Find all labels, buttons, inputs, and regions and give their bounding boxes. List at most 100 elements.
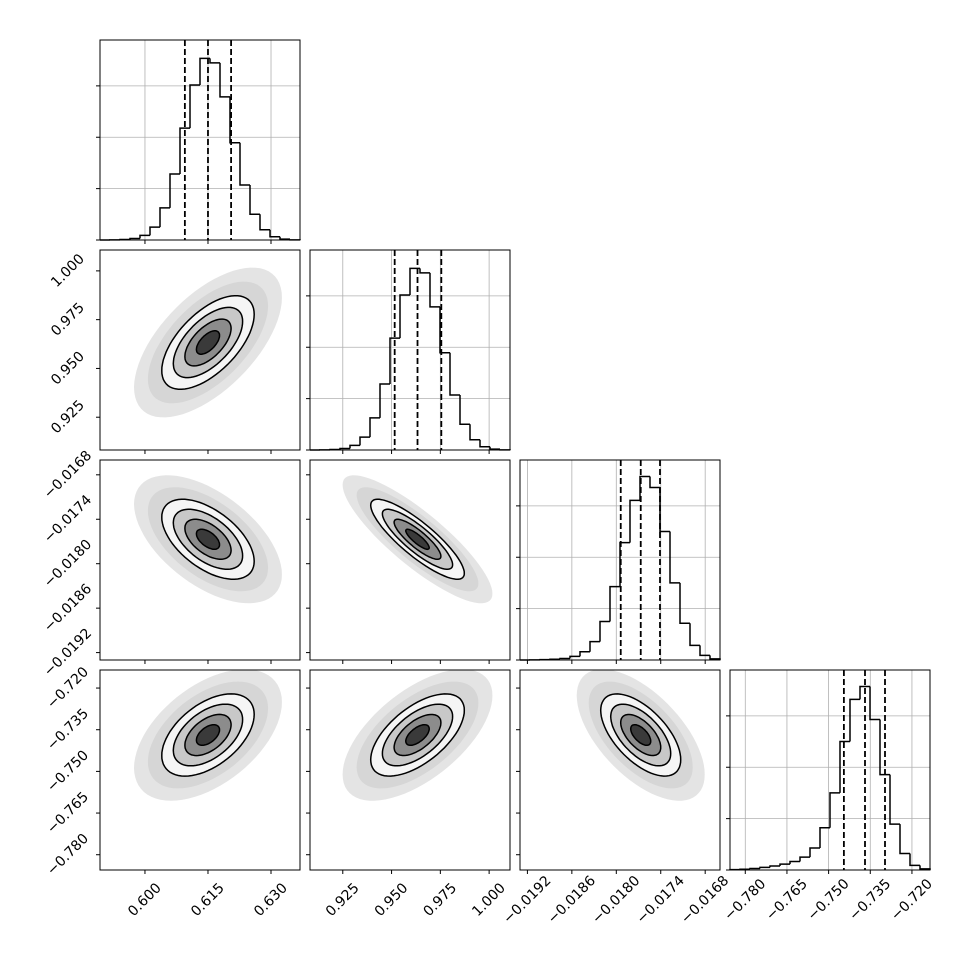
histogram-step [189, 84, 200, 129]
x-tick-label: −0.735 [846, 876, 894, 924]
x-tick-label: −0.750 [805, 876, 853, 924]
histogram-step [279, 236, 290, 240]
panel-frame [99, 249, 301, 451]
x-tick-label: 0.615 [188, 880, 228, 920]
x-tick-label: −0.0186 [545, 873, 599, 927]
histogram-step [169, 173, 180, 208]
histogram-step [919, 865, 931, 870]
histogram-step [759, 866, 770, 869]
density-panel [134, 267, 282, 418]
contour [195, 723, 221, 747]
histogram-step [459, 394, 470, 426]
histogram-step [879, 719, 890, 776]
histogram-step [209, 58, 220, 64]
histogram-panel [726, 669, 931, 874]
histogram-step [469, 424, 480, 441]
histogram-step [229, 96, 240, 144]
contour [405, 528, 430, 551]
y-tick-label: 0.950 [48, 349, 88, 389]
x-tick-label: 0.630 [251, 880, 291, 920]
y-tick-label: 1.000 [48, 251, 88, 291]
histogram-step [699, 645, 710, 657]
histogram-step [609, 585, 620, 622]
histogram-step [909, 853, 920, 867]
histogram-step [399, 294, 410, 339]
histogram-step [589, 640, 600, 652]
histogram-step [159, 207, 170, 228]
contour [629, 723, 652, 747]
y-tick-label: −0.765 [44, 789, 92, 837]
histogram-step [849, 698, 860, 742]
x-tick-label: −0.765 [763, 876, 811, 924]
histogram-step [789, 860, 800, 865]
y-tick-label: −0.0174 [41, 492, 95, 546]
histogram-step [239, 142, 250, 186]
histogram-step [749, 867, 760, 870]
density-panel [134, 475, 282, 604]
panel-frame [519, 459, 721, 661]
panel-frame [99, 669, 301, 871]
histogram-step [709, 655, 721, 660]
histogram-panel [516, 459, 721, 664]
histogram-step [809, 847, 820, 858]
histogram-panel [306, 249, 511, 454]
y-tick-label: −0.780 [44, 831, 92, 879]
x-tick-label: −0.720 [888, 876, 936, 924]
panel-frame [309, 669, 511, 871]
density-panel [576, 670, 705, 801]
histogram-step [669, 531, 680, 584]
panel-frame [99, 459, 301, 661]
histogram-step [219, 62, 230, 98]
histogram-step [829, 792, 840, 828]
x-tick-label: 0.975 [421, 880, 461, 920]
histogram-step [799, 856, 810, 862]
y-tick-label: −0.0186 [41, 581, 95, 635]
histogram-step [629, 499, 640, 543]
histogram-step [449, 352, 460, 396]
x-tick-label: −0.0192 [500, 873, 554, 927]
histogram-step [679, 582, 690, 625]
histogram-step [149, 226, 160, 236]
histogram-step [899, 824, 910, 855]
y-tick-label: −0.0168 [41, 448, 95, 502]
histogram-step [389, 337, 400, 384]
contour [195, 330, 221, 355]
histogram-step [689, 623, 700, 647]
histogram-step [579, 650, 590, 657]
histogram-step [889, 774, 900, 825]
x-tick-label: −0.0180 [589, 873, 643, 927]
histogram-step [139, 234, 150, 239]
histogram-step [569, 655, 580, 659]
histogram-step [599, 620, 610, 642]
histogram-step [659, 487, 670, 533]
histogram-step [559, 657, 570, 660]
y-tick-label: −0.735 [44, 706, 92, 754]
y-tick-label: −0.0180 [41, 537, 95, 591]
x-tick-label: −0.0174 [634, 873, 688, 927]
histogram-step [839, 740, 850, 793]
panel-frame [309, 459, 511, 661]
histogram-step [649, 476, 660, 489]
histogram-panel [96, 39, 301, 244]
x-tick-label: 0.600 [125, 880, 165, 920]
y-tick-label: 0.925 [48, 397, 88, 437]
histogram-step [479, 439, 490, 448]
histogram-step [819, 827, 830, 848]
histogram-step [779, 863, 790, 866]
density-panel [342, 670, 493, 801]
histogram-step [409, 267, 420, 295]
density-panel [342, 475, 493, 604]
histogram-step [419, 268, 430, 274]
histogram-step [359, 436, 370, 446]
histogram-step [339, 447, 350, 450]
histogram-step [869, 686, 880, 721]
panel-frame [99, 39, 301, 241]
x-tick-label: 0.925 [323, 880, 363, 920]
contour [405, 723, 430, 747]
density-panel [134, 670, 282, 801]
histogram-step [179, 127, 190, 174]
histogram-step [369, 417, 380, 438]
panel-frame [729, 669, 931, 871]
histogram-step [489, 446, 500, 450]
